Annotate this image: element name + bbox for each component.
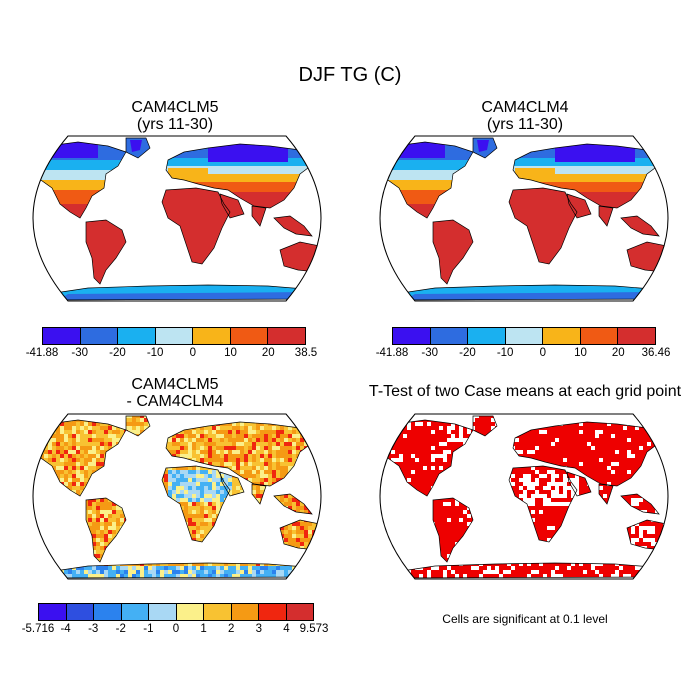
panel-1-colorbar-tick-label: 38.5 bbox=[294, 347, 318, 359]
panel-1-colorbar-tick-label: -41.88 bbox=[25, 347, 59, 359]
panel-3-colorbar-swatch bbox=[121, 604, 149, 620]
panel-2-colorbar-labels: -41.88 -30 -20 -10 0 10 20 36.46 bbox=[376, 345, 671, 361]
panel-3-colorbar-labels: -5.716 -4 -3 -2 -1 0 1 2 3 4 9.573 bbox=[22, 621, 329, 637]
panel-2-colorbar-tick-label: -10 bbox=[496, 347, 514, 359]
panel-2-title-line-2: (yrs 11-30) bbox=[486, 116, 564, 133]
panel-2-map bbox=[379, 135, 669, 302]
panel-3-colorbar-tick-label: -1 bbox=[143, 623, 154, 635]
panel-1-colorbar-swatch bbox=[155, 328, 194, 344]
panel-3-colorbar-tick-label: -4 bbox=[60, 623, 71, 635]
panel-2-colorbar-tick-label: 0 bbox=[539, 347, 547, 359]
panel-3-colorbar-swatch bbox=[39, 604, 67, 620]
panel-2-colorbar-swatch bbox=[543, 328, 581, 344]
panel-2-colorbar: -41.88 -30 -20 -10 0 10 20 36.46 bbox=[376, 327, 671, 361]
panel-3-map bbox=[32, 413, 322, 580]
panel-1-colorbar-swatch bbox=[80, 328, 119, 344]
panel-2-colorbar-swatch bbox=[580, 328, 619, 344]
panel-3-colorbar: -5.716 -4 -3 -2 -1 0 1 2 3 4 9.573 bbox=[22, 603, 329, 637]
panel-3-colorbar-tick-label: 2 bbox=[227, 623, 235, 635]
significance-note: Cells are significant at 0.1 level bbox=[442, 612, 608, 626]
panel-3-colorbar-swatch bbox=[176, 604, 204, 620]
panel-3-title: CAM4CLM5 - CAM4CLM4 bbox=[50, 376, 300, 410]
panel-1-colorbar-boxes bbox=[42, 327, 306, 345]
panel-1-colorbar-swatch bbox=[230, 328, 269, 344]
panel-2-colorbar-swatch bbox=[505, 328, 544, 344]
panel-3-colorbar-tick-label: 3 bbox=[255, 623, 262, 635]
panel-2-colorbar-tick-label: -20 bbox=[459, 347, 476, 359]
panel-2-colorbar-tick-label: -41.88 bbox=[375, 347, 409, 359]
page-title: DJF TG (C) bbox=[298, 64, 402, 86]
panel-3-colorbar-swatch bbox=[149, 604, 177, 620]
panel-2-colorbar-swatch bbox=[430, 328, 469, 344]
panel-4-title-line-1: T-Test of two Case means at each grid po… bbox=[368, 383, 682, 400]
panel-1-colorbar-tick-label: 0 bbox=[189, 347, 197, 359]
panel-1-map bbox=[32, 135, 322, 302]
panel-1-colorbar-tick-label: -20 bbox=[109, 347, 126, 359]
panel-2-colorbar-tick-label: 36.46 bbox=[641, 347, 671, 359]
panel-1-colorbar-swatch bbox=[118, 328, 156, 344]
panel-3-colorbar-tick-label: 1 bbox=[200, 623, 207, 635]
panel-1-colorbar-swatch bbox=[268, 328, 306, 344]
panel-3-colorbar-swatch bbox=[204, 604, 232, 620]
panel-3-colorbar-swatch bbox=[259, 604, 287, 620]
panel-3-colorbar-tick-label: -2 bbox=[115, 623, 126, 635]
panel-3-title-line-2: - CAM4CLM4 bbox=[126, 393, 224, 410]
panel-1-colorbar-tick-label: 20 bbox=[261, 347, 275, 359]
panel-2-colorbar-tick-label: -30 bbox=[421, 347, 439, 359]
panel-1-colorbar-swatch bbox=[43, 328, 81, 344]
panel-1-colorbar-swatch bbox=[193, 328, 231, 344]
panel-2-title-line-1: CAM4CLM4 bbox=[481, 99, 569, 116]
panel-3-colorbar-swatch bbox=[66, 604, 94, 620]
panel-4-map bbox=[379, 413, 669, 580]
panel-2-colorbar-swatch bbox=[468, 328, 506, 344]
panel-1-colorbar-tick-label: -30 bbox=[71, 347, 89, 359]
panel-1-colorbar-tick-label: -10 bbox=[146, 347, 164, 359]
panel-1-colorbar: -41.88 -30 -20 -10 0 10 20 38.5 bbox=[26, 327, 318, 361]
panel-2-colorbar-swatch bbox=[393, 328, 431, 344]
panel-3-colorbar-tick-label: 4 bbox=[283, 623, 290, 635]
panel-2-colorbar-tick-label: 20 bbox=[611, 347, 625, 359]
panel-2-colorbar-tick-label: 10 bbox=[574, 347, 587, 359]
panel-2-title: CAM4CLM4 (yrs 11-30) bbox=[400, 99, 650, 133]
panel-3-colorbar-tick-label: -5.716 bbox=[21, 623, 55, 635]
panel-3-colorbar-swatch bbox=[286, 604, 313, 620]
panel-1-title-line-1: CAM4CLM5 bbox=[131, 99, 219, 116]
panel-2-colorbar-swatch bbox=[618, 328, 656, 344]
panel-4-title: T-Test of two Case means at each grid po… bbox=[355, 383, 695, 400]
panel-1-colorbar-labels: -41.88 -30 -20 -10 0 10 20 38.5 bbox=[26, 345, 318, 361]
panel-3-colorbar-tick-label: 9.573 bbox=[299, 623, 329, 635]
panel-3-colorbar-swatch bbox=[94, 604, 122, 620]
panel-3-colorbar-swatch bbox=[231, 604, 259, 620]
panel-3-colorbar-boxes bbox=[38, 603, 314, 621]
panel-3-colorbar-tick-label: -3 bbox=[88, 623, 99, 635]
panel-1-colorbar-tick-label: 10 bbox=[224, 347, 237, 359]
panel-3-title-line-1: CAM4CLM5 bbox=[131, 376, 219, 393]
panel-1-title-line-2: (yrs 11-30) bbox=[136, 116, 214, 133]
panel-2-colorbar-boxes bbox=[392, 327, 656, 345]
panel-1-title: CAM4CLM5 (yrs 11-30) bbox=[50, 99, 300, 133]
panel-3-colorbar-tick-label: 0 bbox=[172, 623, 180, 635]
